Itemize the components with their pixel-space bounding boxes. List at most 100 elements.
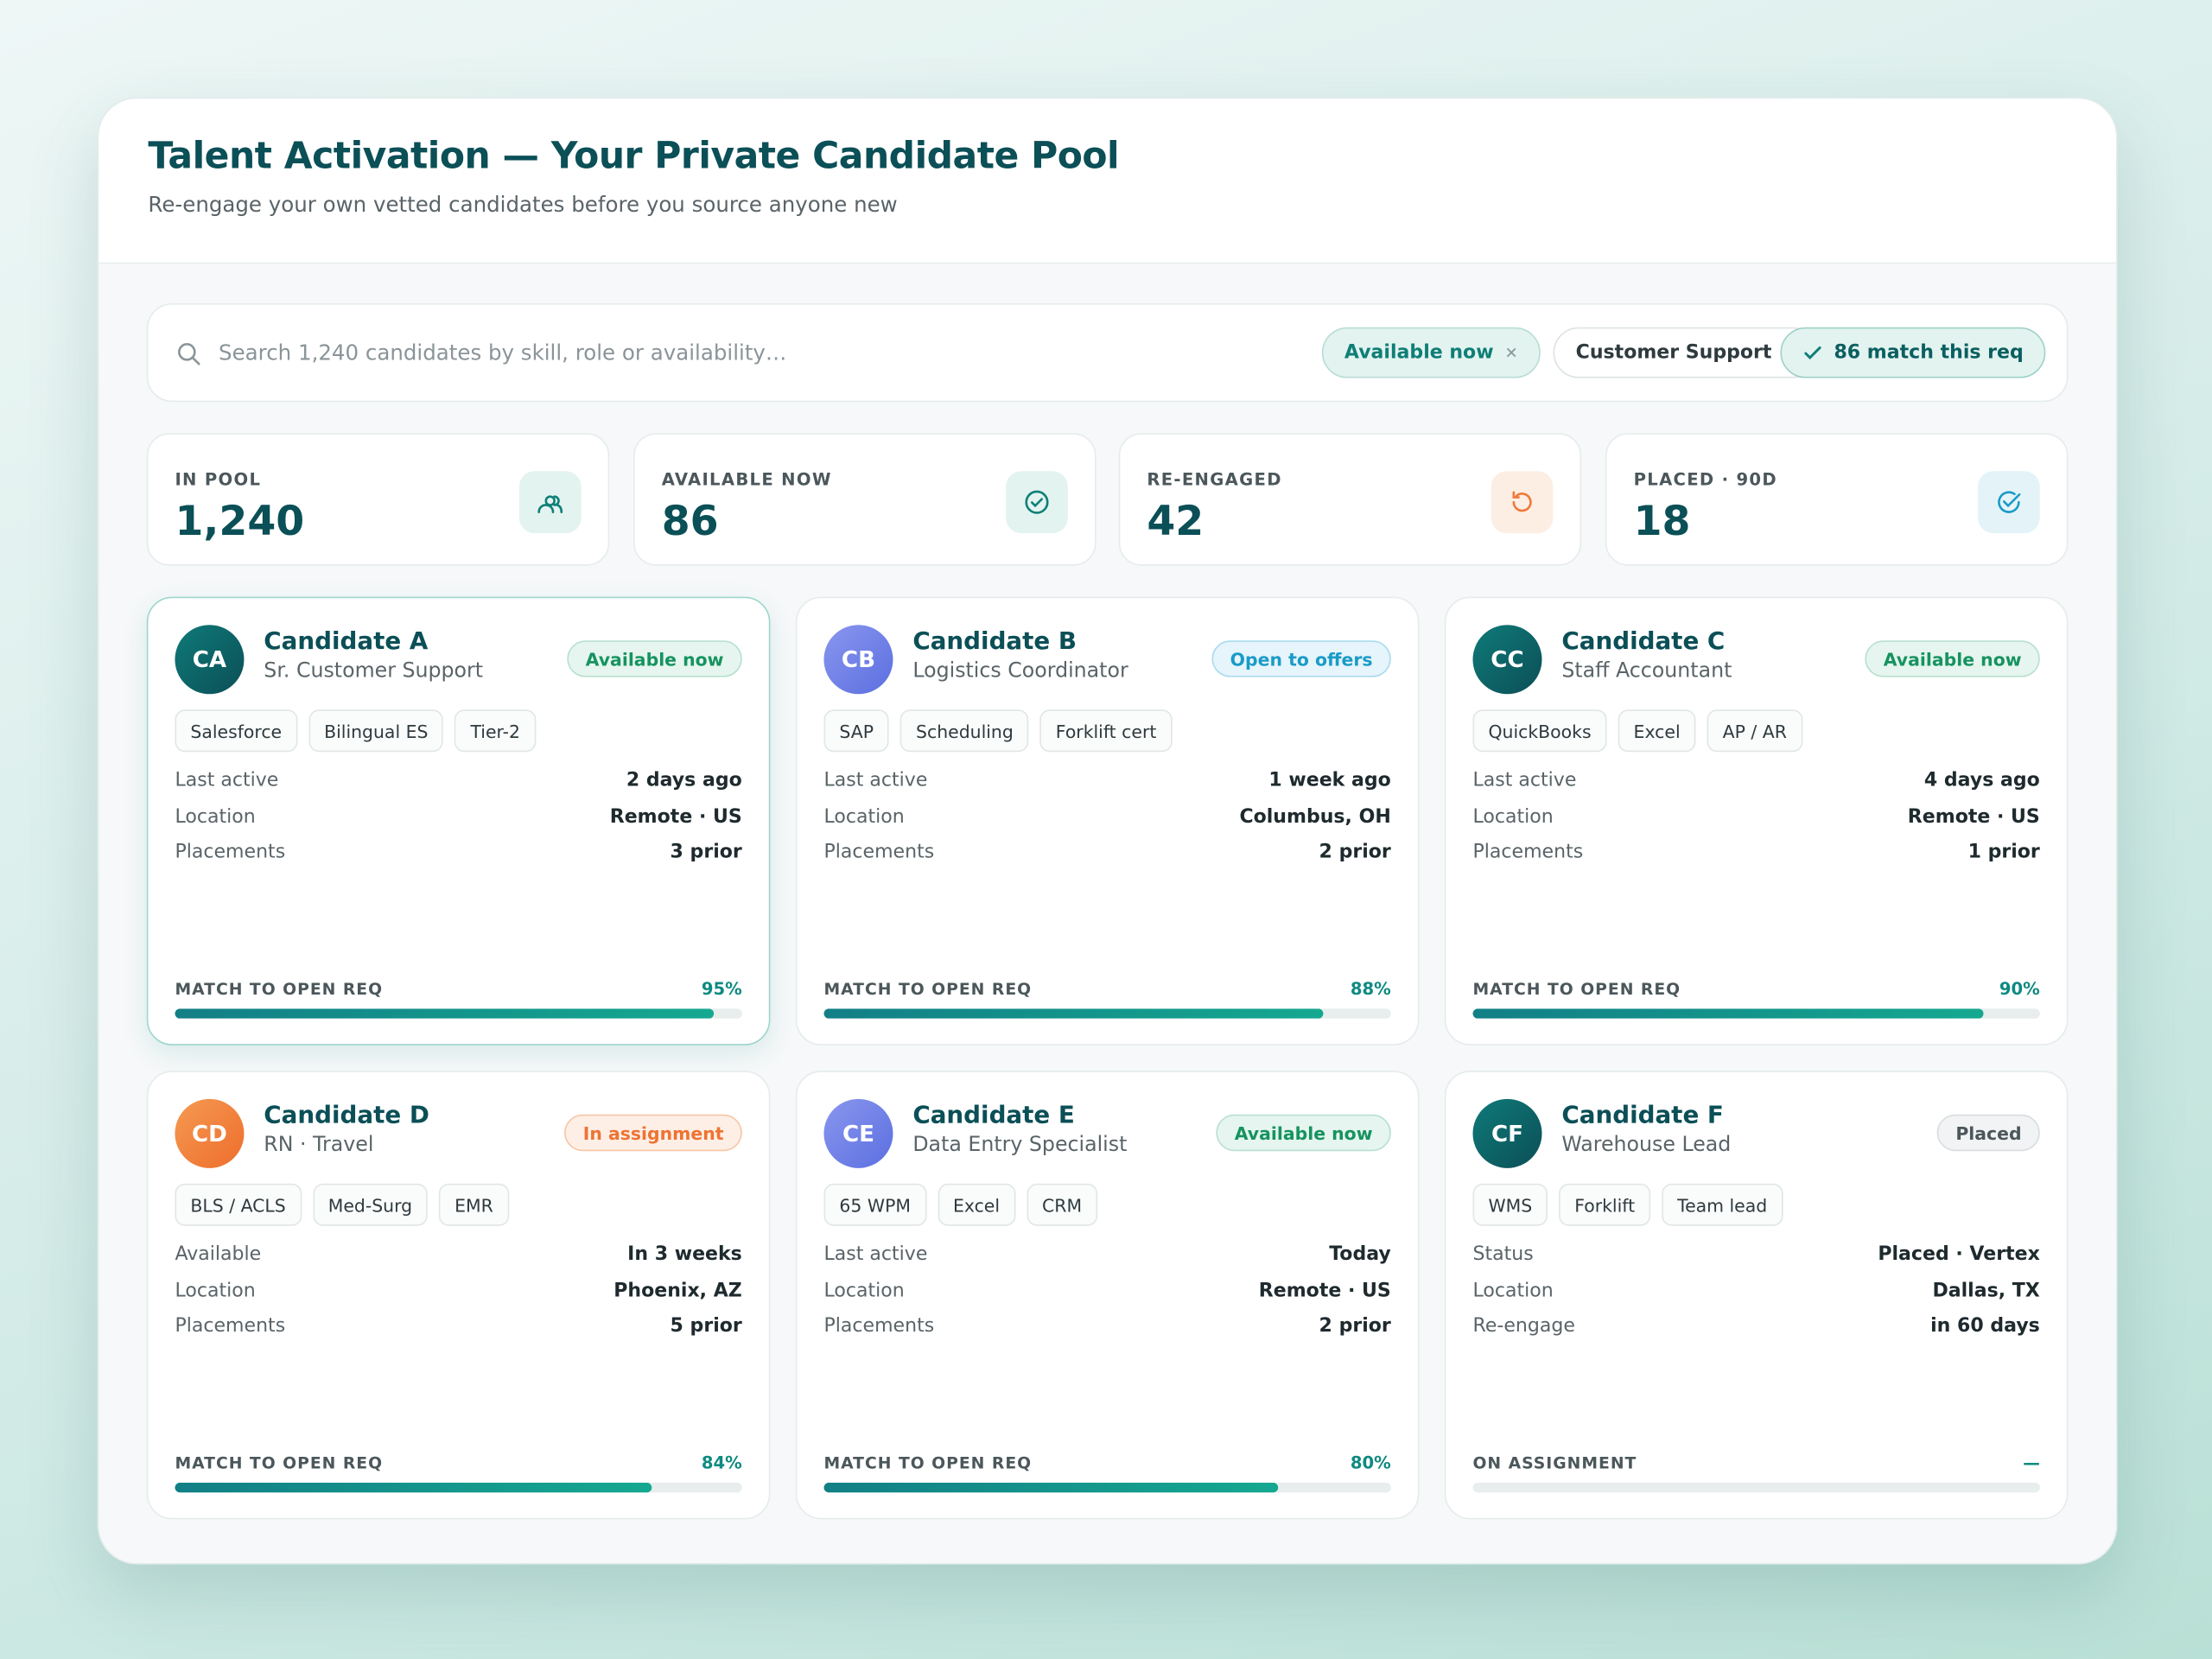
detail-label: Last active — [823, 1243, 928, 1266]
status-pill: Available now — [1865, 640, 2040, 677]
stat-value: 18 — [1633, 496, 1691, 545]
tag-list: BLS / ACLS Med-Surg EMR — [175, 1183, 509, 1226]
detail-value: Columbus, OH — [1239, 804, 1391, 828]
filter-chip[interactable]: Customer Support✕ — [1553, 327, 1819, 378]
candidate-card[interactable]: CC Candidate C Staff Accountant Available n… — [1444, 596, 2069, 1046]
match-track — [823, 1008, 1391, 1019]
filter-chip-label: Available now — [1344, 341, 1494, 365]
avatar: CC — [1472, 625, 1542, 695]
match-label: MATCH TO OPEN REQ — [823, 1452, 1033, 1473]
icon — [537, 495, 563, 513]
candidate-card[interactable]: CE Candidate E Data Entry Specialist Availa… — [795, 1071, 1420, 1520]
detail-label: Last active — [1472, 768, 1577, 791]
filter-chip[interactable]: Available now ✕ — [1321, 327, 1541, 378]
candidate-card[interactable]: CF Candidate F Warehouse Lead Placed WMS Fork… — [1444, 1071, 2069, 1520]
filter-chip-label: Customer Support — [1575, 341, 1772, 365]
match-percent: 84% — [701, 1452, 742, 1473]
detail-row: Re-engage in 60 days — [1472, 1315, 2039, 1338]
skill-tag: Salesforce — [175, 709, 298, 753]
detail-label: Placements — [1472, 841, 1584, 864]
skill-tag: QuickBooks — [1472, 709, 1607, 753]
match-track — [1472, 1482, 2040, 1493]
candidate-role: Sr. Customer Support — [264, 660, 484, 683]
avatar: CB — [823, 625, 893, 695]
remove-icon[interactable]: ✕ — [1504, 343, 1518, 362]
status-pill: Open to offers — [1211, 640, 1391, 677]
match-track — [175, 1482, 742, 1493]
detail-row: Status Placed · Vertex — [1472, 1243, 2039, 1265]
avatar: CA — [175, 625, 245, 695]
candidate-role: Logistics Coordinator — [912, 660, 1128, 683]
candidate-card[interactable]: CA Candidate A Sr. Customer Support Availab… — [146, 596, 771, 1046]
detail-label: Status — [1472, 1243, 1534, 1266]
stat-card: IN POOL 1,240 — [146, 433, 610, 566]
detail-label: Location — [823, 1279, 905, 1302]
detail-label: Placements — [175, 1314, 286, 1338]
stat-icon — [1977, 471, 2040, 534]
skill-tag: Scheduling — [900, 709, 1029, 753]
candidate-role: Staff Accountant — [1561, 660, 1732, 683]
status-pill: In assignment — [564, 1114, 742, 1152]
candidate-card[interactable]: CB Candidate B Logistics Coordinator Open t… — [795, 596, 1420, 1046]
skill-tag: Forklift cert — [1039, 709, 1173, 753]
candidate-card[interactable]: CD Candidate D RN · Travel In assignment BLS… — [146, 1071, 771, 1520]
detail-row: Location Dallas, TX — [1472, 1279, 2039, 1301]
stat-icon — [1491, 471, 1554, 534]
detail-label: Placements — [823, 1314, 935, 1338]
tag-list: SAP Scheduling Forklift cert — [823, 709, 1173, 753]
search-icon — [178, 343, 200, 365]
stat-value: 1,240 — [175, 496, 305, 545]
detail-label: Location — [175, 1279, 256, 1302]
candidate-role: Data Entry Specialist — [912, 1134, 1128, 1157]
match-track — [1472, 1008, 2040, 1019]
tag-list: WMS Forklift Team lead — [1472, 1183, 1783, 1226]
detail-value: 1 prior — [1967, 841, 2040, 864]
tag-list: 65 WPM Excel CRM — [823, 1183, 1098, 1226]
candidate-name: Candidate D — [264, 1102, 429, 1130]
match-percent: 90% — [1999, 979, 2040, 999]
skill-tag: WMS — [1472, 1183, 1548, 1226]
detail-value: Dallas, TX — [1932, 1279, 2040, 1302]
detail-value: 5 prior — [670, 1314, 742, 1338]
skill-tag: Team lead — [1662, 1183, 1783, 1226]
detail-row: Location Remote · US — [175, 804, 741, 827]
match-chip[interactable]: 86 match this req — [1780, 327, 2046, 378]
detail-row: Location Columbus, OH — [823, 804, 1390, 827]
detail-value: 2 prior — [1319, 841, 1391, 864]
match-bar — [1472, 1008, 1984, 1019]
detail-row: Placements 2 prior — [823, 841, 1390, 863]
match-label: MATCH TO OPEN REQ — [175, 979, 384, 999]
detail-label: Last active — [175, 768, 279, 791]
stat-icon — [518, 471, 582, 534]
search-bar[interactable]: Search 1,240 candidates by skill, role o… — [146, 303, 2069, 403]
detail-label: Location — [175, 804, 256, 828]
match-percent: — — [2023, 1452, 2040, 1473]
skill-tag: BLS / ACLS — [175, 1183, 302, 1226]
detail-value: 3 prior — [670, 841, 742, 864]
detail-label: Location — [1472, 1279, 1554, 1302]
match-label: MATCH TO OPEN REQ — [823, 979, 1033, 999]
detail-value: 4 days ago — [1923, 768, 2040, 791]
detail-value: in 60 days — [1930, 1314, 2040, 1338]
match-bar — [175, 1482, 652, 1493]
detail-row: Last active 4 days ago — [1472, 769, 2039, 791]
header: Talent Activation — Your Private Candida… — [99, 99, 2116, 264]
skill-tag: Forklift — [1559, 1183, 1651, 1226]
status-pill: Available now — [567, 640, 742, 677]
stat-card: PLACED · 90D 18 — [1605, 433, 2069, 566]
skill-tag: Tier-2 — [454, 709, 536, 753]
detail-value: Remote · US — [609, 804, 742, 828]
avatar: CE — [823, 1098, 893, 1168]
panel: Talent Activation — Your Private Candida… — [97, 97, 2118, 1565]
skill-tag: AP / AR — [1707, 709, 1802, 753]
detail-value: 2 prior — [1319, 1314, 1391, 1338]
skill-tag: SAP — [823, 709, 890, 753]
stat-label: IN POOL — [175, 469, 262, 490]
search-placeholder: Search 1,240 candidates by skill, role o… — [219, 340, 787, 365]
candidate-name: Candidate A — [264, 627, 429, 657]
match-chip-label: 86 match this req — [1834, 341, 2024, 365]
skill-tag: EMR — [439, 1183, 509, 1226]
stat-card: AVAILABLE NOW 86 — [633, 433, 1096, 566]
match-bar — [823, 1008, 1324, 1019]
detail-value: Phoenix, AZ — [613, 1279, 742, 1302]
